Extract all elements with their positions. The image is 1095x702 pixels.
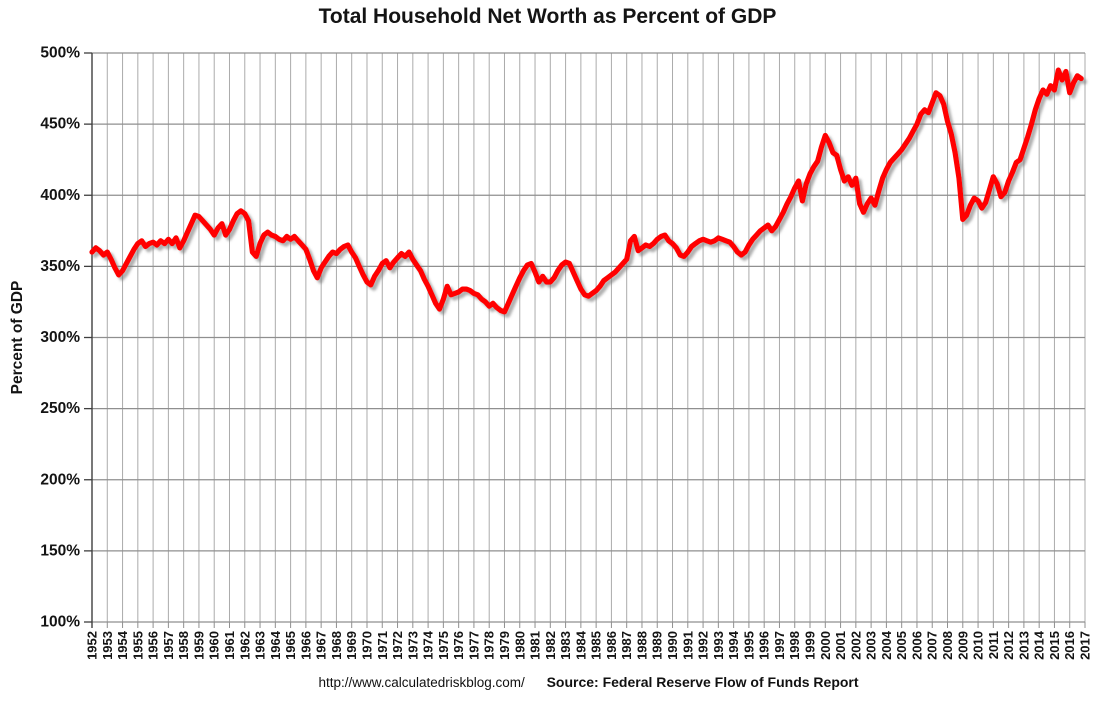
x-tick-label: 1959: [191, 631, 206, 660]
x-tick-label: 2004: [879, 630, 894, 660]
footer-source: Source: Federal Reserve Flow of Funds Re…: [546, 674, 859, 690]
x-tick-label: 1992: [696, 631, 711, 660]
x-tick-label: 1972: [390, 631, 405, 660]
x-tick-label: 1980: [512, 631, 527, 660]
x-tick-label: 1990: [665, 631, 680, 660]
y-tick-label: 200%: [40, 471, 80, 488]
x-tick-label: 1964: [268, 630, 283, 660]
y-tick-label: 250%: [40, 400, 80, 417]
x-tick-label: 1963: [253, 631, 268, 660]
x-tick-label: 1952: [85, 631, 100, 660]
chart-title: Total Household Net Worth as Percent of …: [318, 5, 777, 28]
x-tick-label: 2007: [925, 631, 940, 660]
x-tick-label: 2015: [1047, 631, 1062, 660]
y-tick-label: 300%: [40, 329, 80, 346]
x-tick-label: 1967: [314, 631, 329, 660]
x-tick-label: 2005: [894, 631, 909, 660]
y-tick-label: 500%: [40, 45, 80, 62]
x-tick-label: 2016: [1062, 631, 1077, 660]
x-tick-label: 2013: [1016, 631, 1031, 660]
x-tick-label: 1999: [803, 631, 818, 660]
x-tick-label: 2001: [833, 631, 848, 660]
x-tick-label: 1966: [298, 631, 313, 660]
x-tick-label: 1983: [558, 631, 573, 660]
x-tick-label: 1953: [100, 631, 115, 660]
x-tick-label: 1984: [573, 630, 588, 660]
x-tick-label: 1960: [207, 631, 222, 660]
x-tick-label: 1978: [482, 631, 497, 660]
x-tick-label: 2009: [955, 631, 970, 660]
x-tick-label: 1956: [146, 631, 161, 660]
x-tick-label: 1969: [344, 631, 359, 660]
y-tick-label: 400%: [40, 187, 80, 204]
x-tick-label: 1982: [543, 631, 558, 660]
x-tick-label: 2017: [1078, 631, 1093, 660]
networth-line: [89, 67, 1084, 315]
x-tick-label: 1965: [283, 631, 298, 660]
x-tick-label: 2012: [1001, 631, 1016, 660]
x-tick-label: 1961: [222, 631, 237, 660]
x-tick-label: 1968: [329, 631, 344, 660]
footer-url: http://www.calculatedriskblog.com/: [318, 675, 525, 690]
x-tick-label: 1995: [741, 631, 756, 660]
x-tick-label: 2003: [864, 631, 879, 660]
x-tick-label: 1971: [375, 631, 390, 660]
x-tick-label: 1987: [619, 631, 634, 660]
x-tick-label: 1981: [528, 631, 543, 660]
x-tick-label: 1997: [772, 631, 787, 660]
x-tick-label: 2010: [971, 631, 986, 660]
x-tick-label: 1985: [589, 631, 604, 660]
x-tick-label: 1970: [359, 631, 374, 660]
x-tick-label: 1996: [757, 631, 772, 660]
y-tick-label: 100%: [40, 614, 80, 631]
y-axis-title: Percent of GDP: [9, 281, 26, 395]
x-tick-label: 2006: [909, 631, 924, 660]
chart-footer: http://www.calculatedriskblog.com/ Sourc…: [92, 674, 1085, 690]
x-tick-label: 1988: [634, 631, 649, 660]
x-tick-label: 1993: [711, 631, 726, 660]
y-tick-label: 450%: [40, 116, 80, 133]
x-tick-label: 1979: [497, 631, 512, 660]
x-tick-label: 2014: [1032, 630, 1047, 660]
x-tick-label: 2011: [986, 631, 1001, 659]
x-tick-label: 1994: [726, 630, 741, 660]
x-tick-label: 2000: [818, 631, 833, 660]
x-tick-label: 1962: [237, 631, 252, 660]
x-tick-label: 1958: [176, 631, 191, 660]
x-tick-label: 1973: [405, 631, 420, 660]
x-tick-label: 1957: [161, 631, 176, 660]
x-tick-label: 1991: [680, 631, 695, 660]
x-tick-label: 1974: [421, 630, 436, 660]
y-tick-label: 150%: [40, 542, 80, 559]
x-tick-label: 1998: [787, 631, 802, 660]
x-tick-label: 2008: [940, 631, 955, 660]
x-tick-label: 1954: [115, 630, 130, 660]
plot-area: 1952 1953 1954 1955 1956 1957 1958 1959 1960 1961…: [9, 45, 1093, 660]
x-tick-label: 2002: [848, 631, 863, 660]
x-tick-label: 1977: [466, 631, 481, 660]
x-tick-label: 1955: [130, 631, 145, 660]
y-tick-label: 350%: [40, 258, 80, 275]
x-tick-label: 1975: [436, 631, 451, 660]
x-tick-label: 1989: [650, 631, 665, 660]
x-tick-label: 1976: [451, 631, 466, 660]
x-tick-label: 1986: [604, 631, 619, 660]
